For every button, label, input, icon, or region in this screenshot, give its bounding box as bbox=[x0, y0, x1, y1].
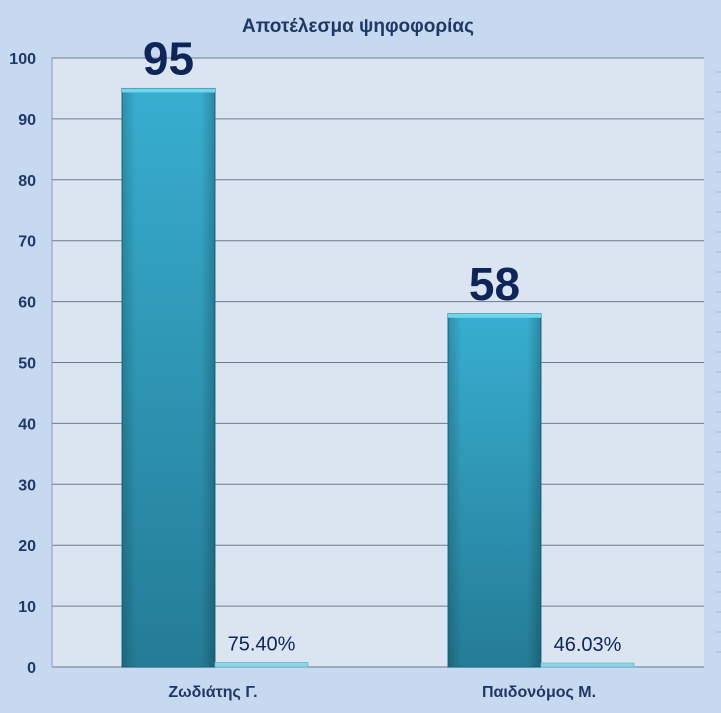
chart-title: Αποτέλεσμα ψηφοφορίας bbox=[242, 16, 474, 37]
y-tick-label: 30 bbox=[18, 477, 36, 494]
bar-count bbox=[121, 87, 216, 668]
y-tick-label: 20 bbox=[18, 538, 36, 555]
y-tick-label: 40 bbox=[18, 416, 36, 433]
bar-count-label: 58 bbox=[469, 258, 520, 310]
y-tick-label: 50 bbox=[18, 356, 36, 373]
bar-percent-label: 75.40% bbox=[228, 633, 296, 655]
y-tick-label: 60 bbox=[18, 295, 36, 312]
bar-count bbox=[447, 313, 542, 668]
y-tick-label: 90 bbox=[18, 112, 36, 129]
bar-percent-label: 46.03% bbox=[554, 634, 622, 656]
y-tick-label: 80 bbox=[18, 173, 36, 190]
bar-percent bbox=[540, 662, 635, 668]
y-tick-label: 10 bbox=[18, 599, 36, 616]
x-tick-label: Ζωδιάτης Γ. bbox=[168, 684, 257, 701]
y-tick-label: 70 bbox=[18, 234, 36, 251]
bar-count-label: 95 bbox=[143, 32, 194, 84]
bar-percent bbox=[214, 662, 309, 668]
y-tick-label: 0 bbox=[27, 660, 36, 677]
y-tick-label: 100 bbox=[9, 51, 36, 68]
x-tick-label: Παιδονόμος Μ. bbox=[482, 684, 596, 701]
